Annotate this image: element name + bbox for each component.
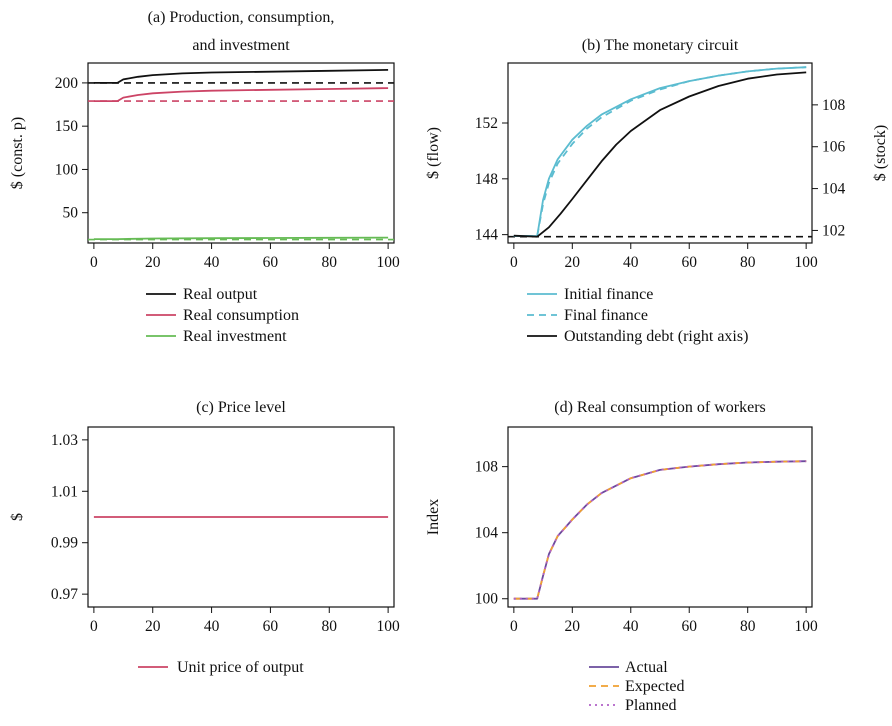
- series-line: [513, 71, 807, 238]
- y-tick-label: 50: [63, 205, 79, 222]
- y-axis-label: Index: [425, 499, 442, 535]
- y-tick-label: 150: [55, 118, 79, 135]
- plot-frame: [507, 426, 813, 608]
- x-tick-label: 60: [263, 254, 279, 271]
- series-line: [93, 87, 389, 102]
- x-tick-label: 80: [322, 618, 338, 635]
- legend-label: Actual: [625, 659, 668, 676]
- x-tick-label: 80: [740, 254, 756, 271]
- plot-frame: [507, 62, 813, 244]
- x-tick-label: 40: [623, 618, 639, 635]
- x-tick-label: 0: [510, 254, 518, 271]
- x-tick-label: 100: [795, 254, 819, 271]
- legend: Actual Expected Planned: [589, 659, 685, 714]
- y-tick-label: 1.01: [51, 483, 78, 500]
- chart-title: (a) Production, consumption,: [148, 9, 335, 26]
- legend-label: Expected: [625, 678, 685, 695]
- x-tick-label: 100: [376, 618, 400, 635]
- series-line: [513, 66, 807, 237]
- y-axis-label: $: [9, 513, 26, 521]
- plot-area: [88, 69, 394, 241]
- series-line: [513, 66, 807, 237]
- legend-label: Final finance: [564, 307, 648, 324]
- chart-panel-a: (a) Production, consumption, and investme…: [9, 9, 400, 345]
- y-tick-label: 100: [55, 161, 79, 178]
- x-tick-label: 0: [90, 254, 98, 271]
- chart-panel-d: (d) Real consumption of workers 0 20 40 60 80…: [425, 399, 818, 714]
- x-tick-label: 40: [204, 618, 220, 635]
- series-line: [513, 460, 807, 600]
- y-tick-label: 1.03: [51, 432, 78, 449]
- legend-label: Unit price of output: [177, 659, 304, 676]
- x-tick-label: 60: [681, 254, 697, 271]
- y-tick-label: 200: [55, 75, 79, 92]
- chart-panel-b: (b) The monetary circuit 0 20 40 60 80 100 144 1…: [425, 37, 889, 345]
- x-tick-label: 20: [565, 618, 581, 635]
- chart-title: and investment: [192, 37, 290, 54]
- chart-title: (b) The monetary circuit: [582, 37, 739, 54]
- x-tick-label: 60: [263, 618, 279, 635]
- legend: Initial finance Final finance Outstanding …: [527, 286, 748, 345]
- y-axis-label: $ (flow): [425, 127, 442, 179]
- x-tick-label: 20: [565, 254, 581, 271]
- legend-label: Initial finance: [564, 286, 653, 303]
- x-tick-label: 80: [322, 254, 338, 271]
- legend-label: Planned: [625, 697, 677, 714]
- x-tick-label: 0: [510, 618, 518, 635]
- x-tick-label: 20: [145, 254, 161, 271]
- y-right-tick-label: 102: [822, 222, 845, 239]
- y-tick-label: 0.97: [51, 586, 78, 603]
- y-tick-label: 144: [475, 227, 499, 244]
- x-tick-label: 100: [376, 254, 400, 271]
- x-tick-label: 20: [145, 618, 161, 635]
- y-right-tick-label: 104: [822, 181, 846, 198]
- series-line: [513, 460, 807, 600]
- y-right-tick-label: 106: [822, 139, 846, 156]
- y-axis-label: $ (const. p): [9, 117, 26, 189]
- y-tick-label: 148: [475, 171, 499, 188]
- y-right-axis-label: $ (stock): [872, 125, 889, 181]
- series-line: [93, 69, 389, 84]
- x-tick-label: 40: [204, 254, 220, 271]
- plot-area: [513, 460, 807, 600]
- x-tick-label: 0: [90, 618, 98, 635]
- x-tick-label: 100: [795, 618, 819, 635]
- legend: Real output Real consumption Real investme…: [146, 286, 299, 345]
- legend-label: Real output: [183, 286, 258, 303]
- plot-frame: [87, 62, 395, 244]
- chart-title: (d) Real consumption of workers: [554, 399, 766, 416]
- legend-label: Real investment: [183, 328, 287, 345]
- plot-frame: [87, 426, 395, 608]
- y-tick-label: 0.99: [51, 535, 78, 552]
- y-tick-label: 108: [475, 459, 499, 476]
- x-tick-label: 80: [740, 618, 756, 635]
- series-line: [513, 460, 807, 600]
- legend: Unit price of output: [138, 659, 304, 676]
- y-tick-label: 104: [475, 525, 499, 542]
- x-tick-label: 60: [681, 618, 697, 635]
- y-tick-label: 100: [475, 591, 499, 608]
- plot-area: [508, 66, 812, 238]
- chart-panel-c: (c) Price level 0 20 40 60 80 100 0.97 0.99 1.01 1…: [9, 399, 400, 676]
- legend-label: Real consumption: [183, 307, 299, 324]
- chart-title: (c) Price level: [196, 399, 286, 416]
- y-tick-label: 152: [475, 115, 498, 132]
- x-tick-label: 40: [623, 254, 639, 271]
- legend-label: Outstanding debt (right axis): [564, 328, 748, 345]
- y-right-tick-label: 108: [822, 97, 846, 114]
- series-line: [93, 236, 389, 241]
